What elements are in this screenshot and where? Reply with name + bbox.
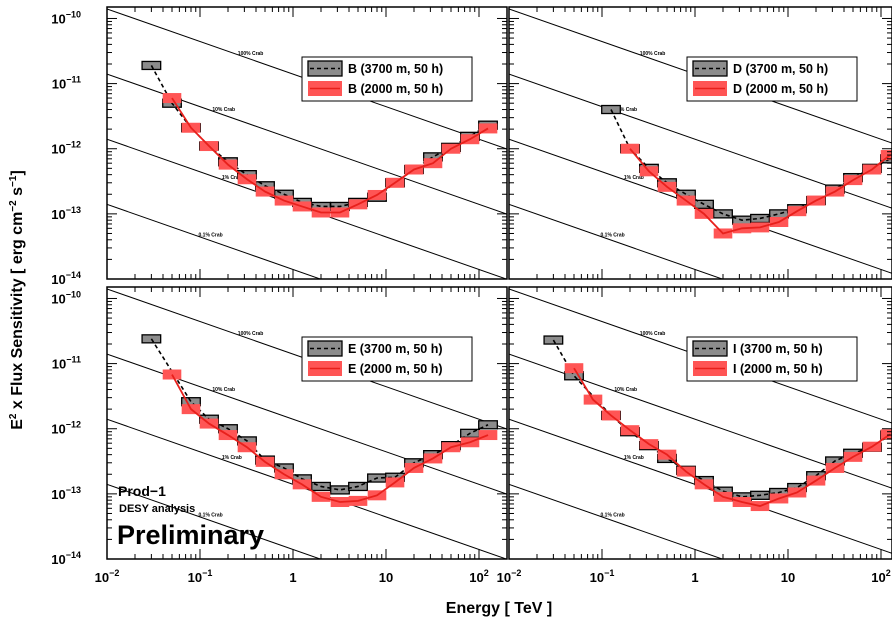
panel-top-left: 100% Crab 10% Crab 1% Crab 0.1% Crab 10−10 10…: [51, 6, 508, 287]
x-tick-label: 10−1: [590, 568, 615, 585]
legend: E (3700 m, 50 h) E (2000 m, 50 h): [301, 336, 473, 382]
x-tick-label: 10: [379, 570, 393, 585]
crab-label: 100% Crab: [238, 331, 264, 337]
crab-label: 100% Crab: [640, 331, 666, 337]
low-altitude-point: [478, 430, 498, 441]
panel-frame: [106, 6, 508, 280]
high-altitude-point: [713, 209, 733, 219]
crab-line: [509, 203, 724, 279]
low-altitude-point: [478, 123, 498, 134]
panel-bottom-right: 100% Crab 10% Crab 1% Crab 0.1% Crab 10−2 10−…: [497, 286, 892, 585]
panel-top-right: 100% Crab 10% Crab 1% Crab 0.1% Crab D (3700…: [508, 6, 892, 280]
crab-label: 10% Crab: [212, 387, 235, 393]
panel-plot-area: 100% Crab 10% Crab 1% Crab 0.1% Crab: [509, 8, 892, 279]
y-tick-label: 10−10: [51, 9, 81, 26]
low-altitude-point: [880, 429, 892, 440]
crab-line: [509, 483, 724, 559]
crab-label: 100% Crab: [640, 51, 666, 57]
y-tick-label: 10−11: [52, 75, 81, 92]
y-tick-label: 10−14: [51, 270, 81, 287]
legend-label: D (3700 m, 50 h): [733, 62, 828, 76]
legend-label: E (2000 m, 50 h): [348, 362, 443, 376]
annotation-analysis: DESY analysis: [119, 503, 195, 515]
crab-label: 10% Crab: [614, 107, 637, 113]
crab-label: 10% Crab: [614, 387, 637, 393]
y-tick-label: 10−14: [51, 550, 81, 567]
legend-label: I (3700 m, 50 h): [733, 342, 823, 356]
low-altitude-point: [880, 150, 892, 161]
y-tick-label: 10−10: [51, 289, 81, 306]
x-tick-label: 1: [289, 570, 296, 585]
crab-line: [107, 203, 322, 279]
x-tick-label: 1: [691, 570, 698, 585]
y-tick-label: 10−11: [52, 355, 81, 372]
x-tick-label: 10−2: [95, 568, 120, 585]
crab-label: 1% Crab: [222, 455, 242, 461]
crab-label: 0.1% Crab: [601, 233, 625, 239]
low-altitude-series-line: [171, 97, 489, 214]
high-altitude-point: [141, 60, 162, 71]
x-tick-label: 102: [871, 568, 890, 585]
legend-label: B (2000 m, 50 h): [348, 82, 443, 96]
y-tick-label: 10−12: [51, 420, 81, 437]
panel-plot-area: 100% Crab 10% Crab 1% Crab 0.1% Crab: [509, 288, 892, 559]
crab-label: 10% Crab: [212, 107, 235, 113]
legend: I (3700 m, 50 h) I (2000 m, 50 h): [686, 336, 858, 382]
y-tick-label: 10−13: [51, 485, 81, 502]
crab-label: 0.1% Crab: [601, 513, 625, 519]
panel-plot-area: 100% Crab 10% Crab 1% Crab 0.1% Crab: [107, 8, 507, 279]
crab-label: 1% Crab: [624, 175, 644, 181]
legend-label: D (2000 m, 50 h): [733, 82, 828, 96]
legend: B (3700 m, 50 h) B (2000 m, 50 h): [301, 56, 473, 102]
y-tick-label: 10−12: [51, 140, 81, 157]
crab-line: [107, 483, 322, 559]
low-altitude-series-line: [573, 367, 891, 507]
x-tick-label: 10−1: [188, 568, 213, 585]
high-altitude-series-line: [552, 339, 891, 498]
legend-label: I (2000 m, 50 h): [733, 362, 823, 376]
annotation-status: Preliminary: [117, 520, 264, 550]
panel-frame: [508, 6, 892, 280]
high-altitude-point: [478, 420, 498, 430]
legend: D (3700 m, 50 h) D (2000 m, 50 h): [686, 56, 858, 102]
y-tick-label: 10−13: [51, 205, 81, 222]
legend-label: E (3700 m, 50 h): [348, 342, 443, 356]
crab-label: 0.1% Crab: [199, 233, 223, 239]
annotation-prod: Prod−1: [118, 483, 166, 499]
x-tick-label: 10−2: [497, 568, 522, 585]
panel-frame: [106, 286, 508, 560]
crab-label: 1% Crab: [222, 175, 242, 181]
low-altitude-series-line: [171, 374, 489, 503]
high-altitude-point: [330, 485, 350, 495]
y-axis-title: E2 x Flux Sensitivity [ erg cm−2 s−1]: [8, 170, 26, 430]
panel-frame: [508, 286, 892, 560]
panel-plot-area: 100% Crab 10% Crab 1% Crab 0.1% Crab: [107, 288, 507, 559]
low-altitude-series-line: [629, 148, 891, 235]
x-tick-label: 10: [781, 570, 795, 585]
crab-label: 100% Crab: [238, 51, 264, 57]
legend-label: B (3700 m, 50 h): [348, 62, 443, 76]
x-axis-title: Energy [ TeV ]: [446, 600, 552, 617]
crab-label: 0.1% Crab: [199, 513, 223, 519]
panel-bottom-left: 100% Crab 10% Crab 1% Crab 0.1% Crab 10−10 10…: [51, 286, 508, 585]
x-tick-label: 102: [469, 568, 488, 585]
high-altitude-point: [769, 209, 789, 219]
high-altitude-series-line: [150, 338, 489, 491]
crab-label: 1% Crab: [624, 455, 644, 461]
